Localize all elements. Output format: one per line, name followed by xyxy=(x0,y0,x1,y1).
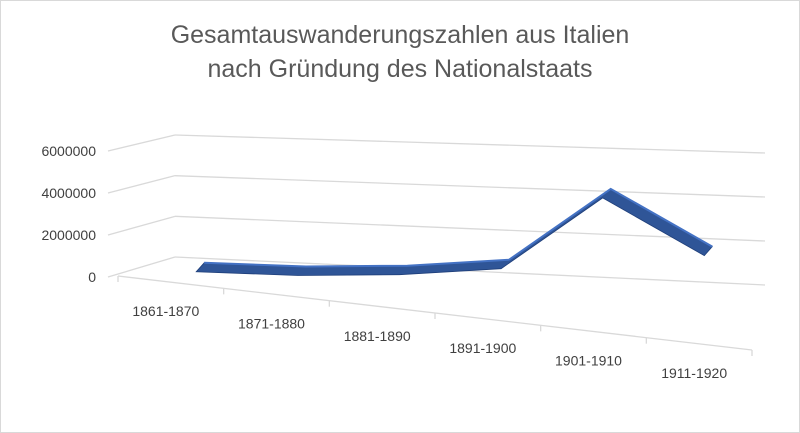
gridline-connector xyxy=(107,134,176,152)
gridline xyxy=(174,256,766,286)
gridline-connector xyxy=(107,175,176,194)
y-tick-label: 2000000 xyxy=(41,227,96,243)
x-tick-label: 1861-1870 xyxy=(132,303,199,319)
gridline-connector xyxy=(107,215,176,236)
x-tick-label: 1891-1900 xyxy=(449,340,516,356)
x-tick-label: 1881-1890 xyxy=(344,328,411,344)
x-tick-label: 1871-1880 xyxy=(238,316,305,332)
gridline xyxy=(174,175,766,198)
series-line-top xyxy=(204,187,713,268)
chart-title-line-1: Gesamtauswanderungszahlen aus Italien xyxy=(170,21,630,49)
gridline xyxy=(174,134,766,154)
y-tick-label: 6000000 xyxy=(41,143,96,159)
gridline xyxy=(174,215,766,242)
y-tick-label: 4000000 xyxy=(41,185,96,201)
chart-title: Gesamtauswanderungszahlen aus Italien na… xyxy=(0,18,800,86)
x-tick-label: 1911-1920 xyxy=(661,365,727,381)
chart-title-line-2: nach Gründung des Nationalstaats xyxy=(207,55,593,83)
y-tick-label: 0 xyxy=(88,269,96,285)
gridline-connector xyxy=(107,256,176,278)
x-tick-label: 1901-1910 xyxy=(555,353,622,369)
